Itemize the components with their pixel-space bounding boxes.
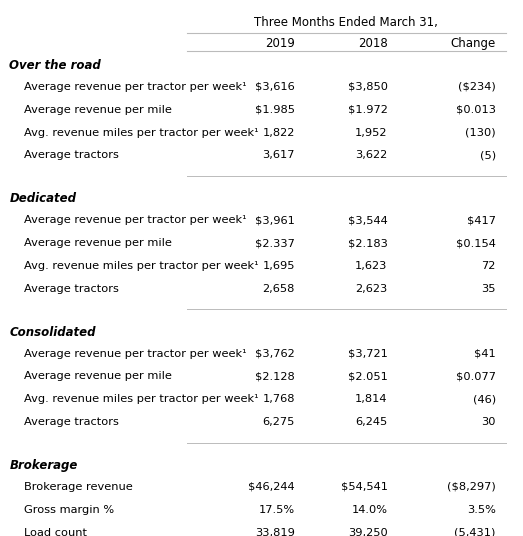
Text: $3,850: $3,850 (348, 82, 388, 92)
Text: ($8,297): ($8,297) (447, 482, 496, 492)
Text: 6,275: 6,275 (263, 417, 295, 427)
Text: ($234): ($234) (458, 82, 496, 92)
Text: $2.128: $2.128 (255, 371, 295, 382)
Text: $1.972: $1.972 (348, 105, 388, 115)
Text: 2018: 2018 (358, 37, 388, 50)
Text: $2.337: $2.337 (255, 238, 295, 248)
Text: 33,819: 33,819 (255, 527, 295, 536)
Text: $0.154: $0.154 (456, 238, 496, 248)
Text: $1.985: $1.985 (255, 105, 295, 115)
Text: $3,616: $3,616 (255, 82, 295, 92)
Text: (46): (46) (473, 394, 496, 404)
Text: Avg. revenue miles per tractor per week¹: Avg. revenue miles per tractor per week¹ (24, 128, 258, 138)
Text: 1,768: 1,768 (263, 394, 295, 404)
Text: $3,762: $3,762 (255, 348, 295, 359)
Text: $417: $417 (467, 215, 496, 225)
Text: $3,961: $3,961 (255, 215, 295, 225)
Text: Average revenue per tractor per week¹: Average revenue per tractor per week¹ (24, 82, 246, 92)
Text: Gross margin %: Gross margin % (24, 505, 114, 515)
Text: 1,952: 1,952 (355, 128, 388, 138)
Text: Average revenue per mile: Average revenue per mile (24, 238, 172, 248)
Text: Three Months Ended March 31,: Three Months Ended March 31, (255, 16, 438, 29)
Text: 35: 35 (481, 284, 496, 294)
Text: Dedicated: Dedicated (9, 192, 76, 205)
Text: $46,244: $46,244 (248, 482, 295, 492)
Text: 3,617: 3,617 (263, 150, 295, 160)
Text: 1,822: 1,822 (263, 128, 295, 138)
Text: 2,658: 2,658 (263, 284, 295, 294)
Text: 1,814: 1,814 (355, 394, 388, 404)
Text: $3,544: $3,544 (348, 215, 388, 225)
Text: $0.077: $0.077 (456, 371, 496, 382)
Text: Over the road: Over the road (9, 59, 101, 72)
Text: Average tractors: Average tractors (24, 417, 119, 427)
Text: 30: 30 (481, 417, 496, 427)
Text: 3,622: 3,622 (355, 150, 388, 160)
Text: $41: $41 (474, 348, 496, 359)
Text: Average revenue per mile: Average revenue per mile (24, 105, 172, 115)
Text: (5): (5) (480, 150, 496, 160)
Text: Average revenue per tractor per week¹: Average revenue per tractor per week¹ (24, 348, 246, 359)
Text: Consolidated: Consolidated (9, 326, 96, 339)
Text: 72: 72 (481, 261, 496, 271)
Text: $2.183: $2.183 (348, 238, 388, 248)
Text: $0.013: $0.013 (456, 105, 496, 115)
Text: Average tractors: Average tractors (24, 150, 119, 160)
Text: Average revenue per tractor per week¹: Average revenue per tractor per week¹ (24, 215, 246, 225)
Text: Avg. revenue miles per tractor per week¹: Avg. revenue miles per tractor per week¹ (24, 261, 258, 271)
Text: 1,623: 1,623 (355, 261, 388, 271)
Text: 2019: 2019 (265, 37, 295, 50)
Text: $54,541: $54,541 (340, 482, 388, 492)
Text: 3.5%: 3.5% (467, 505, 496, 515)
Text: 2,623: 2,623 (355, 284, 388, 294)
Text: 6,245: 6,245 (355, 417, 388, 427)
Text: (130): (130) (465, 128, 496, 138)
Text: Load count: Load count (24, 527, 87, 536)
Text: Average revenue per mile: Average revenue per mile (24, 371, 172, 382)
Text: Brokerage revenue: Brokerage revenue (24, 482, 132, 492)
Text: 17.5%: 17.5% (259, 505, 295, 515)
Text: 14.0%: 14.0% (351, 505, 388, 515)
Text: Avg. revenue miles per tractor per week¹: Avg. revenue miles per tractor per week¹ (24, 394, 258, 404)
Text: $3,721: $3,721 (348, 348, 388, 359)
Text: Average tractors: Average tractors (24, 284, 119, 294)
Text: (5,431): (5,431) (454, 527, 496, 536)
Text: 1,695: 1,695 (263, 261, 295, 271)
Text: Change: Change (450, 37, 496, 50)
Text: Brokerage: Brokerage (9, 459, 78, 472)
Text: 39,250: 39,250 (348, 527, 388, 536)
Text: $2.051: $2.051 (348, 371, 388, 382)
